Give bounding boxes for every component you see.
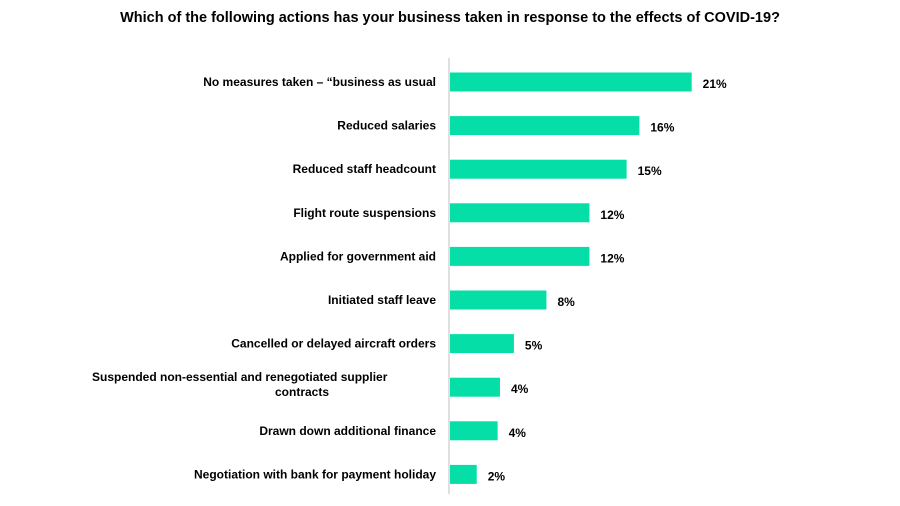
value-label-6: 5%: [525, 339, 543, 353]
bar-6: [450, 334, 514, 354]
value-label-5: 8%: [557, 295, 575, 309]
bar-5: [450, 290, 547, 310]
bar-2: [450, 159, 627, 179]
value-label-2: 15%: [638, 164, 662, 178]
value-label-9: 2%: [488, 469, 506, 483]
bar-4: [450, 246, 590, 266]
category-label-6: Cancelled or delayed aircraft orders: [231, 337, 436, 351]
category-label-4: Applied for government aid: [280, 249, 436, 263]
bar-9: [450, 464, 477, 484]
category-label-8: Drawn down additional finance: [259, 424, 436, 438]
value-label-1: 16%: [650, 121, 674, 135]
chart-title: Which of the following actions has your …: [120, 10, 780, 26]
value-label-3: 12%: [600, 208, 624, 222]
bar-8: [450, 421, 498, 441]
value-label-4: 12%: [600, 251, 624, 265]
bar-1: [450, 116, 640, 136]
bar-7: [450, 377, 500, 397]
bar-3: [450, 203, 590, 223]
category-label-5: Initiated staff leave: [328, 293, 436, 307]
bar-0: [450, 72, 692, 92]
value-labels-group: 21% 16% 15% 12% 12% 8% 5% 4% 4% 2%: [488, 77, 727, 483]
category-label-9: Negotiation with bank for payment holida…: [194, 467, 436, 481]
category-labels-group: No measures taken – “business as usual Re…: [92, 75, 436, 481]
category-label-2: Reduced staff headcount: [293, 162, 436, 176]
value-label-8: 4%: [509, 426, 527, 440]
category-label-7: Suspended non-essential and renegotiated…: [92, 370, 388, 399]
value-label-7: 4%: [511, 382, 529, 396]
bars-group: [450, 72, 692, 484]
category-label-3: Flight route suspensions: [293, 206, 436, 220]
category-label-1: Reduced salaries: [337, 119, 436, 133]
category-label-0: No measures taken – “business as usual: [203, 75, 436, 89]
value-label-0: 21%: [703, 77, 727, 91]
